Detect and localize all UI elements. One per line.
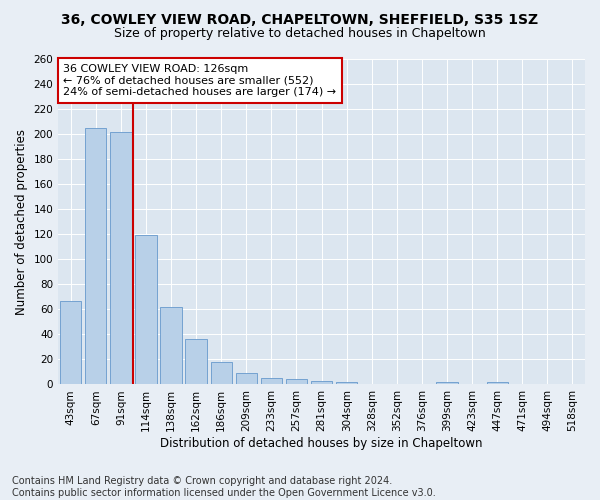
Bar (160, 307, 182, 384)
Bar (85, 128, 106, 384)
X-axis label: Distribution of detached houses by size in Chapeltown: Distribution of detached houses by size … (160, 437, 483, 450)
Bar (60, 300, 82, 384)
Bar (261, 378, 282, 384)
Text: 36, COWLEY VIEW ROAD, CHAPELTOWN, SHEFFIELD, S35 1SZ: 36, COWLEY VIEW ROAD, CHAPELTOWN, SHEFFI… (61, 12, 539, 26)
Text: Size of property relative to detached houses in Chapeltown: Size of property relative to detached ho… (114, 28, 486, 40)
Bar (311, 380, 332, 384)
Y-axis label: Number of detached properties: Number of detached properties (15, 128, 28, 314)
Bar (487, 382, 508, 384)
Bar (236, 373, 257, 384)
Bar (110, 132, 131, 384)
Bar (211, 362, 232, 384)
Text: Contains HM Land Registry data © Crown copyright and database right 2024.
Contai: Contains HM Land Registry data © Crown c… (12, 476, 436, 498)
Text: 36 COWLEY VIEW ROAD: 126sqm
← 76% of detached houses are smaller (552)
24% of se: 36 COWLEY VIEW ROAD: 126sqm ← 76% of det… (64, 64, 337, 97)
Bar (436, 382, 458, 384)
Bar (185, 340, 207, 384)
Bar (336, 382, 358, 384)
Bar (136, 236, 157, 384)
Bar (286, 380, 307, 384)
